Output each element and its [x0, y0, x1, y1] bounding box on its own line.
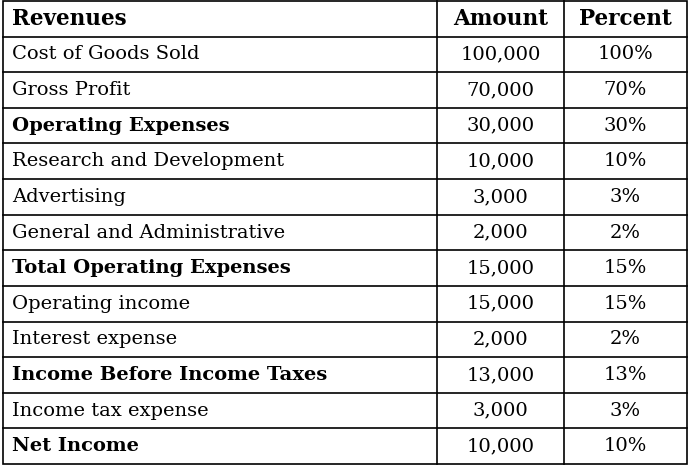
Text: 100%: 100%	[597, 46, 653, 63]
Text: 2%: 2%	[610, 330, 641, 348]
Text: Percent: Percent	[579, 8, 671, 30]
Text: 10,000: 10,000	[466, 152, 535, 170]
Text: Revenues: Revenues	[12, 8, 127, 30]
Text: 30,000: 30,000	[466, 117, 535, 135]
Text: Advertising: Advertising	[12, 188, 125, 206]
Text: 13,000: 13,000	[466, 366, 535, 384]
Text: 100,000: 100,000	[460, 46, 541, 63]
Text: 15,000: 15,000	[466, 295, 535, 313]
Text: 10%: 10%	[603, 152, 647, 170]
Text: 3,000: 3,000	[473, 402, 528, 419]
Text: General and Administrative: General and Administrative	[12, 224, 285, 241]
Text: 2,000: 2,000	[473, 330, 528, 348]
Text: Income Before Income Taxes: Income Before Income Taxes	[12, 366, 327, 384]
Text: 15%: 15%	[603, 259, 647, 277]
Text: 10%: 10%	[603, 437, 647, 455]
Text: 70%: 70%	[603, 81, 647, 99]
Text: Income tax expense: Income tax expense	[12, 402, 208, 419]
Text: 30%: 30%	[603, 117, 647, 135]
Text: 10,000: 10,000	[466, 437, 535, 455]
Text: 70,000: 70,000	[466, 81, 535, 99]
Text: 13%: 13%	[603, 366, 647, 384]
Text: 15,000: 15,000	[466, 259, 535, 277]
Text: Total Operating Expenses: Total Operating Expenses	[12, 259, 290, 277]
Text: 2%: 2%	[610, 224, 641, 241]
Text: 15%: 15%	[603, 295, 647, 313]
Text: Operating Expenses: Operating Expenses	[12, 117, 229, 135]
Text: Operating income: Operating income	[12, 295, 190, 313]
Text: Net Income: Net Income	[12, 437, 138, 455]
Text: 3,000: 3,000	[473, 188, 528, 206]
Text: Research and Development: Research and Development	[12, 152, 283, 170]
Text: Cost of Goods Sold: Cost of Goods Sold	[12, 46, 199, 63]
Text: 2,000: 2,000	[473, 224, 528, 241]
Text: Gross Profit: Gross Profit	[12, 81, 130, 99]
Text: 3%: 3%	[610, 402, 641, 419]
Text: Interest expense: Interest expense	[12, 330, 177, 348]
Text: 3%: 3%	[610, 188, 641, 206]
Text: Amount: Amount	[453, 8, 548, 30]
